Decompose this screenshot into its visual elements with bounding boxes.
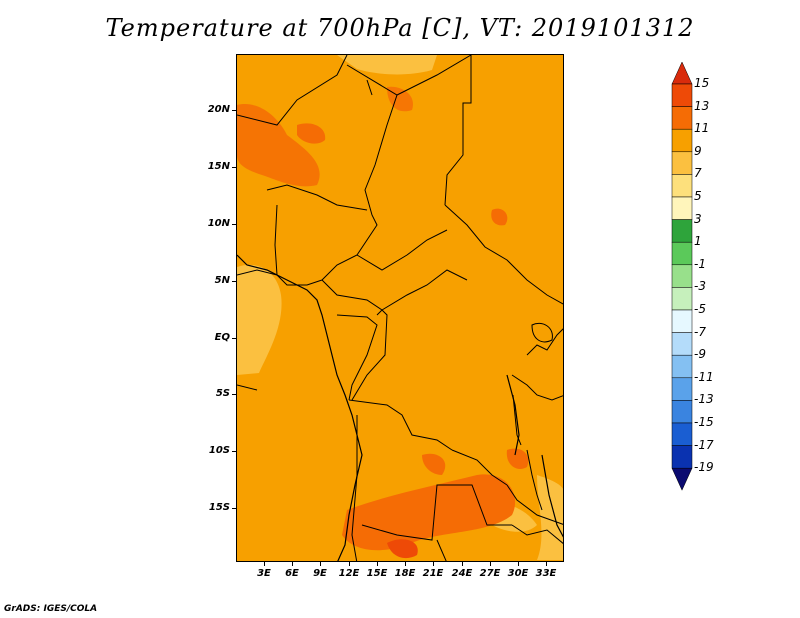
lat-label: EQ <box>214 332 230 343</box>
credit-text: GrADS: IGES/COLA <box>4 604 98 614</box>
colorbar-label: 13 <box>694 98 710 113</box>
lon-label: 6E <box>285 568 299 579</box>
lat-tick <box>232 508 236 509</box>
sudan-warm-patch <box>491 208 508 226</box>
lon-label: 33E <box>535 568 557 579</box>
lat-label: 10S <box>208 445 230 456</box>
colorbar-segment <box>671 332 693 356</box>
zambia-warm-patch <box>506 448 529 470</box>
colorbar-top-arrow <box>671 62 693 85</box>
lat-tick <box>232 338 236 339</box>
lat-tick <box>232 451 236 452</box>
colorbar-segment <box>671 354 693 379</box>
lat-tick <box>232 167 236 168</box>
colorbar-label: 7 <box>694 166 702 181</box>
colorbar-segment <box>671 287 693 311</box>
lat-label: 5N <box>214 275 230 286</box>
lon-label: 18E <box>394 568 416 579</box>
lon-tick <box>405 562 406 566</box>
colorbar-label: -5 <box>694 302 706 316</box>
colorbar <box>671 62 693 491</box>
lat-label: 20N <box>207 104 230 115</box>
colorbar-label: 9 <box>694 143 702 158</box>
lat-tick <box>232 281 236 282</box>
colorbar-segment <box>671 264 693 288</box>
lon-tick <box>320 562 321 566</box>
colorbar-segment <box>671 400 693 424</box>
lon-tick <box>292 562 293 566</box>
lon-label: 3E <box>257 568 271 579</box>
lon-label: 9E <box>313 568 327 579</box>
colorbar-label: -19 <box>694 460 714 475</box>
colorbar-segment <box>671 174 693 198</box>
colorbar-label: 1 <box>694 234 702 249</box>
plot-title: Temperature at 700hPa [C], VT: 201910131… <box>105 14 695 42</box>
lat-tick <box>232 224 236 225</box>
country-borders <box>237 55 563 561</box>
lat-tick <box>232 110 236 111</box>
lon-tick <box>546 562 547 566</box>
colorbar-label: 15 <box>694 76 710 90</box>
colorbar-label: 5 <box>694 189 702 203</box>
sahel-warm-patch-2 <box>297 123 326 144</box>
lon-tick <box>490 562 491 566</box>
colorbar-label: -9 <box>694 347 706 362</box>
lon-tick <box>264 562 265 566</box>
colorbar-segment <box>671 83 693 107</box>
colorbar-segment <box>671 241 693 266</box>
angola-warm-patch <box>422 453 446 475</box>
colorbar-segment <box>671 128 693 153</box>
temperature-map <box>237 55 563 561</box>
lat-tick <box>232 394 236 395</box>
lon-label: 30E <box>507 568 529 579</box>
colorbar-segment <box>671 106 693 130</box>
colorbar-label: -3 <box>694 279 706 294</box>
colorbar-segment <box>671 309 693 333</box>
atlantic-cool-patch <box>237 264 282 375</box>
southern-hot-patch <box>387 539 418 559</box>
colorbar-segment <box>671 196 693 220</box>
colorbar-segment <box>671 422 693 446</box>
colorbar-label: -7 <box>694 324 706 339</box>
colorbar-label: -15 <box>694 415 714 429</box>
colorbar-segment <box>671 151 693 175</box>
lat-label: 15N <box>207 161 230 172</box>
sahel-warm-patch <box>237 104 320 187</box>
colorbar-label: -13 <box>694 392 714 407</box>
lon-tick <box>377 562 378 566</box>
lon-label: 21E <box>422 568 444 579</box>
map-panel <box>236 54 564 562</box>
lon-tick <box>433 562 434 566</box>
lakes <box>366 79 553 511</box>
colorbar-label: -11 <box>694 369 714 384</box>
lat-label: 5S <box>215 388 230 399</box>
lon-tick <box>518 562 519 566</box>
colorbar-label: -1 <box>694 256 706 271</box>
lat-label: 15S <box>208 502 230 513</box>
lon-label: 12E <box>338 568 360 579</box>
colorbar-segment <box>671 445 693 469</box>
lat-label: 10N <box>207 218 230 229</box>
base-temperature-field <box>237 55 563 561</box>
colorbar-segment <box>671 377 693 401</box>
colorbar-label: -17 <box>694 437 714 452</box>
lon-tick <box>349 562 350 566</box>
colorbar-label: 11 <box>694 121 710 136</box>
lon-label: 24E <box>451 568 473 579</box>
colorbar-bottom-arrow <box>671 467 693 491</box>
colorbar-label: 3 <box>694 211 702 226</box>
southeast-cool-patch <box>537 475 563 560</box>
lon-label: 27E <box>479 568 501 579</box>
lon-label: 15E <box>366 568 388 579</box>
coastline <box>237 254 563 561</box>
colorbar-segment <box>671 219 693 243</box>
sahara-cool-patch <box>337 55 437 75</box>
lon-tick <box>462 562 463 566</box>
